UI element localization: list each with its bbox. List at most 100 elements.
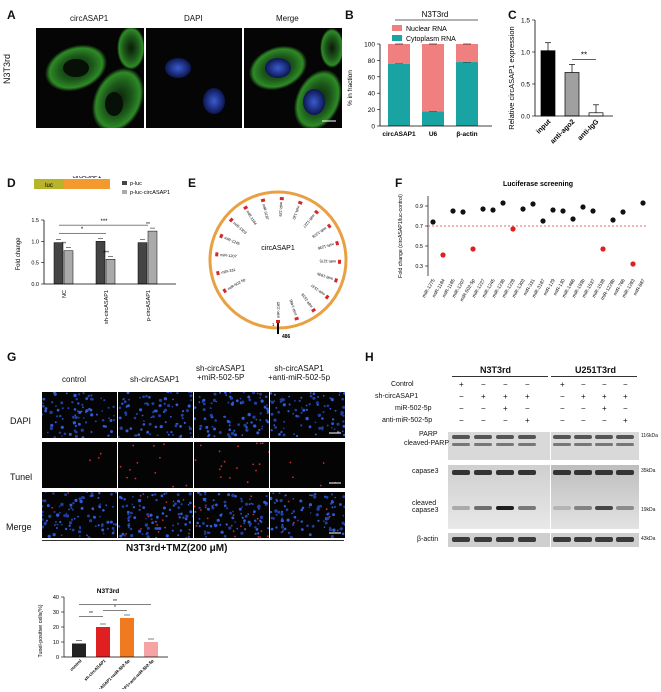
nucleus-dot: [47, 534, 51, 538]
nucleus-dot: [275, 407, 278, 409]
nucleus-dot: [259, 519, 262, 522]
nucleus-dot: [229, 511, 232, 515]
band-parp-1: [474, 435, 492, 439]
panel-h-sign-r3-c1: −: [481, 416, 486, 425]
nucleus-dot: [73, 393, 77, 398]
nucleus-dot: [69, 528, 72, 531]
nucleus-dot: [256, 392, 259, 395]
nucleus-dot: [74, 414, 77, 417]
nucleus-dot: [180, 503, 183, 506]
nucleus-dot: [110, 492, 113, 496]
nucleus-dot: [329, 397, 332, 400]
nucleus-dot: [308, 503, 312, 507]
panel-h-sign-r0-c1: −: [481, 380, 486, 389]
nucleus-dot: [112, 405, 115, 409]
nucleus-dot: [104, 425, 107, 428]
circ-site-9: miR-1227: [302, 209, 320, 229]
nucleus-dot: [185, 514, 189, 518]
nucleus-dot: [70, 506, 73, 510]
panel-h-sign-r0-c2: −: [503, 380, 508, 389]
nucleus-dot: [293, 515, 297, 519]
tunel-dot: [219, 468, 221, 471]
chart-d-bar-1-1: [105, 259, 116, 285]
nucleus-dot: [103, 399, 106, 402]
nucleus-dot: [176, 493, 180, 496]
nucleus-dot: [216, 518, 220, 522]
panel-h-blot-label-0: PARP: [419, 431, 438, 438]
tunel-dot: [165, 501, 168, 503]
circ-site-label-8: miR-130: [292, 205, 301, 220]
tunel-dot: [328, 515, 331, 518]
nucleus-dot: [145, 394, 148, 398]
chart-b-x-label-0: circASAP1: [382, 131, 416, 138]
chart-d-legend-label-1: p-luc-circASAP1: [130, 190, 170, 196]
panel-h-blot-label-1: cleaved-PARP: [404, 440, 450, 447]
nucleus-dot: [213, 435, 216, 438]
nucleus-dot: [77, 410, 79, 412]
tunel-dot: [219, 476, 222, 478]
chart-b-bar-1-2: [456, 44, 478, 63]
nucleus-dot: [60, 523, 63, 526]
panel-h-size-0: 116kDa: [641, 433, 658, 439]
nucleus-dot: [225, 394, 228, 396]
nucleus-dot: [237, 423, 240, 426]
panel-h-sign-r3-c0: −: [459, 416, 464, 425]
chart-f-title: Luciferase screening: [503, 181, 573, 188]
nucleus-dot: [330, 398, 334, 402]
tunel-image-r1-c0: [42, 442, 117, 488]
chart-f-point-17: [600, 246, 606, 252]
nucleus-dot: [179, 434, 183, 438]
nucleus-dot: [72, 421, 77, 425]
tunel-image-content: [269, 390, 347, 438]
nucleus-dot: [273, 418, 277, 422]
nucleus-dot: [80, 428, 84, 432]
nucleus-dot: [180, 512, 183, 516]
nucleus-dot: [151, 493, 154, 497]
nucleus-dot: [44, 409, 47, 413]
panel-g-caption-line: [42, 540, 344, 541]
circ-site-marker-8: [297, 200, 303, 205]
nucleus-dot: [220, 530, 224, 534]
nucleus-dot: [127, 523, 131, 526]
chart-b-bar-0-1: [422, 111, 444, 126]
nucleus-dot: [342, 424, 346, 428]
nucleus-dot: [252, 425, 255, 427]
nucleus-dot: [162, 506, 166, 510]
nucleus-dot: [202, 408, 206, 412]
nucleus-dot: [257, 522, 260, 525]
tunel-dot: [99, 452, 102, 455]
nucleus-dot: [130, 511, 133, 515]
panel-h-blot-label-4: β-actin: [417, 536, 439, 543]
blot-casp3-u251: [551, 465, 639, 529]
band-cleaved-casp3-2: [496, 506, 514, 510]
nucleus-dot: [201, 401, 204, 403]
circ-site-6: miR-3187: [260, 198, 269, 220]
micro-circasap1: [36, 26, 145, 133]
band-parp-2: [496, 435, 514, 439]
nucleus-dot: [115, 491, 118, 494]
band-actin-0: [452, 537, 470, 542]
nucleus-dot: [199, 493, 202, 496]
nucleus-dot: [68, 508, 70, 511]
nucleus-dot: [276, 500, 279, 503]
nucleus-dot: [313, 494, 315, 497]
nucleus-dot: [342, 414, 345, 417]
tunel-dot: [223, 460, 226, 463]
nucleus-dot: [90, 431, 93, 433]
tunel-dot: [119, 465, 122, 468]
band-cleaved-parp-7: [616, 443, 634, 446]
nucleus-dot: [121, 402, 124, 405]
nucleus-dot: [270, 412, 274, 416]
nucleus-dot: [293, 433, 295, 436]
chart-b-bar-1-0: [388, 44, 410, 64]
nucleus-dot: [127, 517, 130, 520]
tunel-dot: [246, 481, 249, 484]
nucleus-dot: [78, 410, 82, 414]
nucleus-dot: [109, 419, 113, 422]
nucleus-dot: [145, 517, 147, 520]
panel-h-sign-r1-c1: +: [481, 392, 486, 401]
nucleus-dot: [241, 516, 244, 519]
nucleus-dot: [196, 521, 199, 525]
panel-h-sign-r1-c5: +: [581, 392, 586, 401]
panel-h-sign-r1-c6: +: [602, 392, 607, 401]
